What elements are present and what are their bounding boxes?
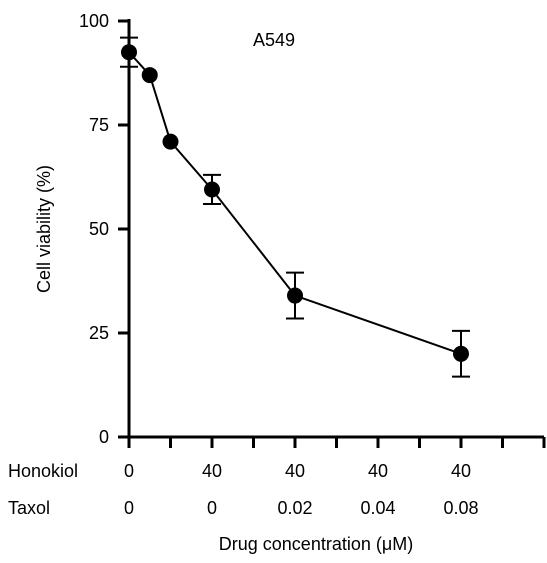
x-tick-label: 40 (202, 461, 222, 481)
x-tick-label: 0.08 (443, 498, 478, 518)
data-point (162, 133, 179, 150)
y-axis-title: Cell viability (%) (34, 165, 54, 293)
y-tick-label: 100 (79, 11, 109, 31)
series-layer (120, 36, 470, 378)
x-tick-label: 40 (285, 461, 305, 481)
x-tick-label: 0 (207, 498, 217, 518)
x-tick-label: 40 (368, 461, 388, 481)
x-axis-title: Drug concentration (μM) (219, 534, 413, 554)
y-tick-label: 25 (89, 323, 109, 343)
chart-title: A549 (253, 30, 295, 50)
x-tick-label: 0 (124, 498, 134, 518)
data-point (287, 287, 303, 304)
data-point (453, 345, 469, 362)
data-point (204, 181, 220, 198)
x-row-label: Honokiol (8, 461, 78, 481)
y-tick-label: 75 (89, 115, 109, 135)
data-point (121, 44, 137, 61)
y-tick-label: 0 (99, 427, 109, 447)
x-row-label: Taxol (8, 498, 50, 518)
x-tick-label: 0.04 (360, 498, 395, 518)
x-tick-label: 0 (124, 461, 134, 481)
y-tick-label: 50 (89, 219, 109, 239)
x-tick-label: 40 (451, 461, 471, 481)
data-point (141, 67, 158, 84)
x-tick-label: 0.02 (277, 498, 312, 518)
